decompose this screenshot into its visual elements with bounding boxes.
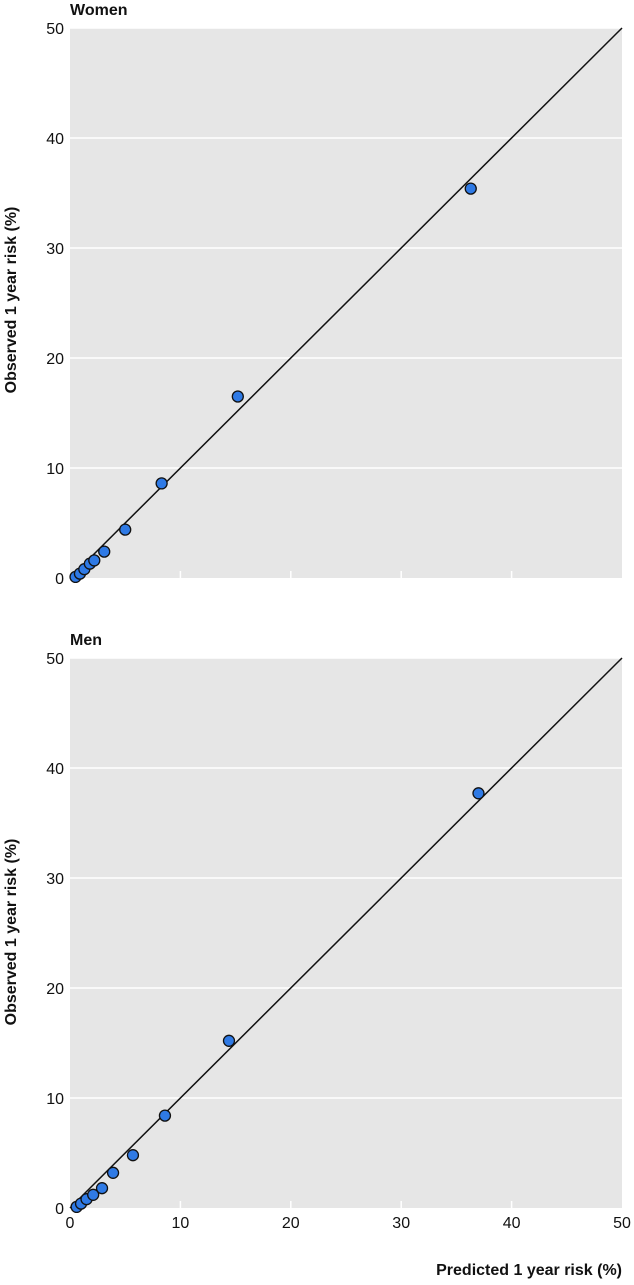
men-data-point — [126, 1149, 140, 1162]
women-data-point — [155, 477, 168, 490]
men-y-tick-label: 40 — [46, 761, 64, 778]
women-y-tick-label: 50 — [46, 21, 64, 38]
men-data-point — [106, 1166, 120, 1179]
women-data-point — [119, 523, 132, 536]
women-data-point — [98, 545, 111, 558]
men-data-point — [87, 1188, 100, 1201]
men-x-tick-label: 20 — [282, 1215, 300, 1232]
women-data-point — [88, 554, 101, 567]
men-x-tick-label: 0 — [66, 1215, 75, 1232]
women-y-tick-label: 10 — [46, 461, 64, 478]
men-y-tick-label: 0 — [55, 1201, 64, 1218]
men-x-tick-label: 50 — [613, 1215, 631, 1232]
women-data-point — [464, 182, 477, 195]
men-x-tick-label: 40 — [503, 1215, 521, 1232]
women-y-tick-label: 0 — [55, 571, 64, 588]
women-panel: Women Observed 1 year risk (%) 0 10 20 30 40… — [3, 2, 623, 588]
men-y-tick-label: 50 — [46, 651, 64, 668]
men-panel: Men Observed 1 year risk (%) Predicted 1… — [3, 632, 631, 1279]
women-y-axis-label: Observed 1 year risk (%) — [3, 207, 20, 394]
men-y-tick-label: 20 — [46, 981, 64, 998]
men-data-point — [222, 1034, 236, 1047]
men-y-tick-label: 30 — [46, 871, 64, 888]
women-data-point — [231, 390, 244, 403]
men-data-point — [472, 787, 485, 800]
men-panel-title: Men — [70, 632, 102, 649]
men-x-tick-label: 10 — [172, 1215, 190, 1232]
men-data-point — [158, 1109, 172, 1122]
women-y-tick-label: 20 — [46, 351, 64, 368]
men-y-axis-label: Observed 1 year risk (%) — [3, 839, 20, 1026]
women-panel-title: Women — [70, 2, 127, 19]
women-y-tick-label: 40 — [46, 131, 64, 148]
men-data-point — [95, 1182, 109, 1195]
men-y-tick-label: 10 — [46, 1091, 64, 1108]
men-x-axis-label: Predicted 1 year risk (%) — [436, 1262, 622, 1279]
men-x-tick-label: 30 — [392, 1215, 410, 1232]
women-y-tick-label: 30 — [46, 241, 64, 258]
